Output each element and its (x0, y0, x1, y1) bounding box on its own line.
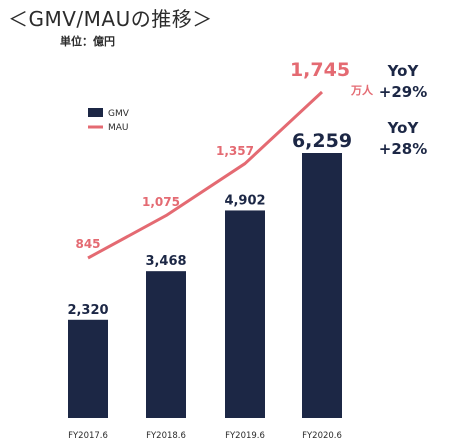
gmv-bar (225, 210, 265, 418)
mau-line (87, 90, 324, 260)
mau-data-label: 1,357 (216, 144, 254, 158)
gmv-bar (302, 153, 342, 418)
legend-mau-label: MAU (108, 123, 129, 133)
chart-title: ＜GMV/MAUの推移＞ (8, 7, 213, 31)
gmv-bar (68, 319, 108, 418)
x-tick-label: FY2020.6 (302, 431, 342, 441)
gmv-data-label: 2,320 (67, 303, 108, 318)
gmv-yoy-annotation: YoY +28% (373, 118, 433, 160)
x-tick-label: FY2017.6 (68, 431, 108, 441)
x-tick-label: FY2019.6 (225, 431, 265, 441)
mau-data-label: 1,075 (142, 195, 180, 209)
mau-unit-label: 万人 (351, 84, 373, 97)
gmv-yoy-value: +28% (378, 140, 428, 158)
gmv-data-label: 4,902 (224, 193, 265, 208)
gmv-yoy-label: YoY (387, 119, 419, 137)
legend-gmv-swatch (88, 108, 103, 117)
gmv-bar (146, 271, 186, 418)
x-tick-label: FY2018.6 (146, 431, 186, 441)
mau-yoy-value: +29% (378, 83, 428, 101)
legend-gmv-label: GMV (108, 109, 130, 119)
gmv-data-label: 3,468 (145, 254, 186, 269)
mau-yoy-annotation: YoY +29% (373, 61, 433, 103)
unit-label: 単位：億円 (60, 35, 115, 48)
mau-yoy-label: YoY (387, 62, 419, 80)
mau-data-label: 1,745 (290, 59, 350, 81)
mau-data-label: 845 (75, 237, 100, 251)
gmv-data-label: 6,259 (292, 130, 352, 152)
